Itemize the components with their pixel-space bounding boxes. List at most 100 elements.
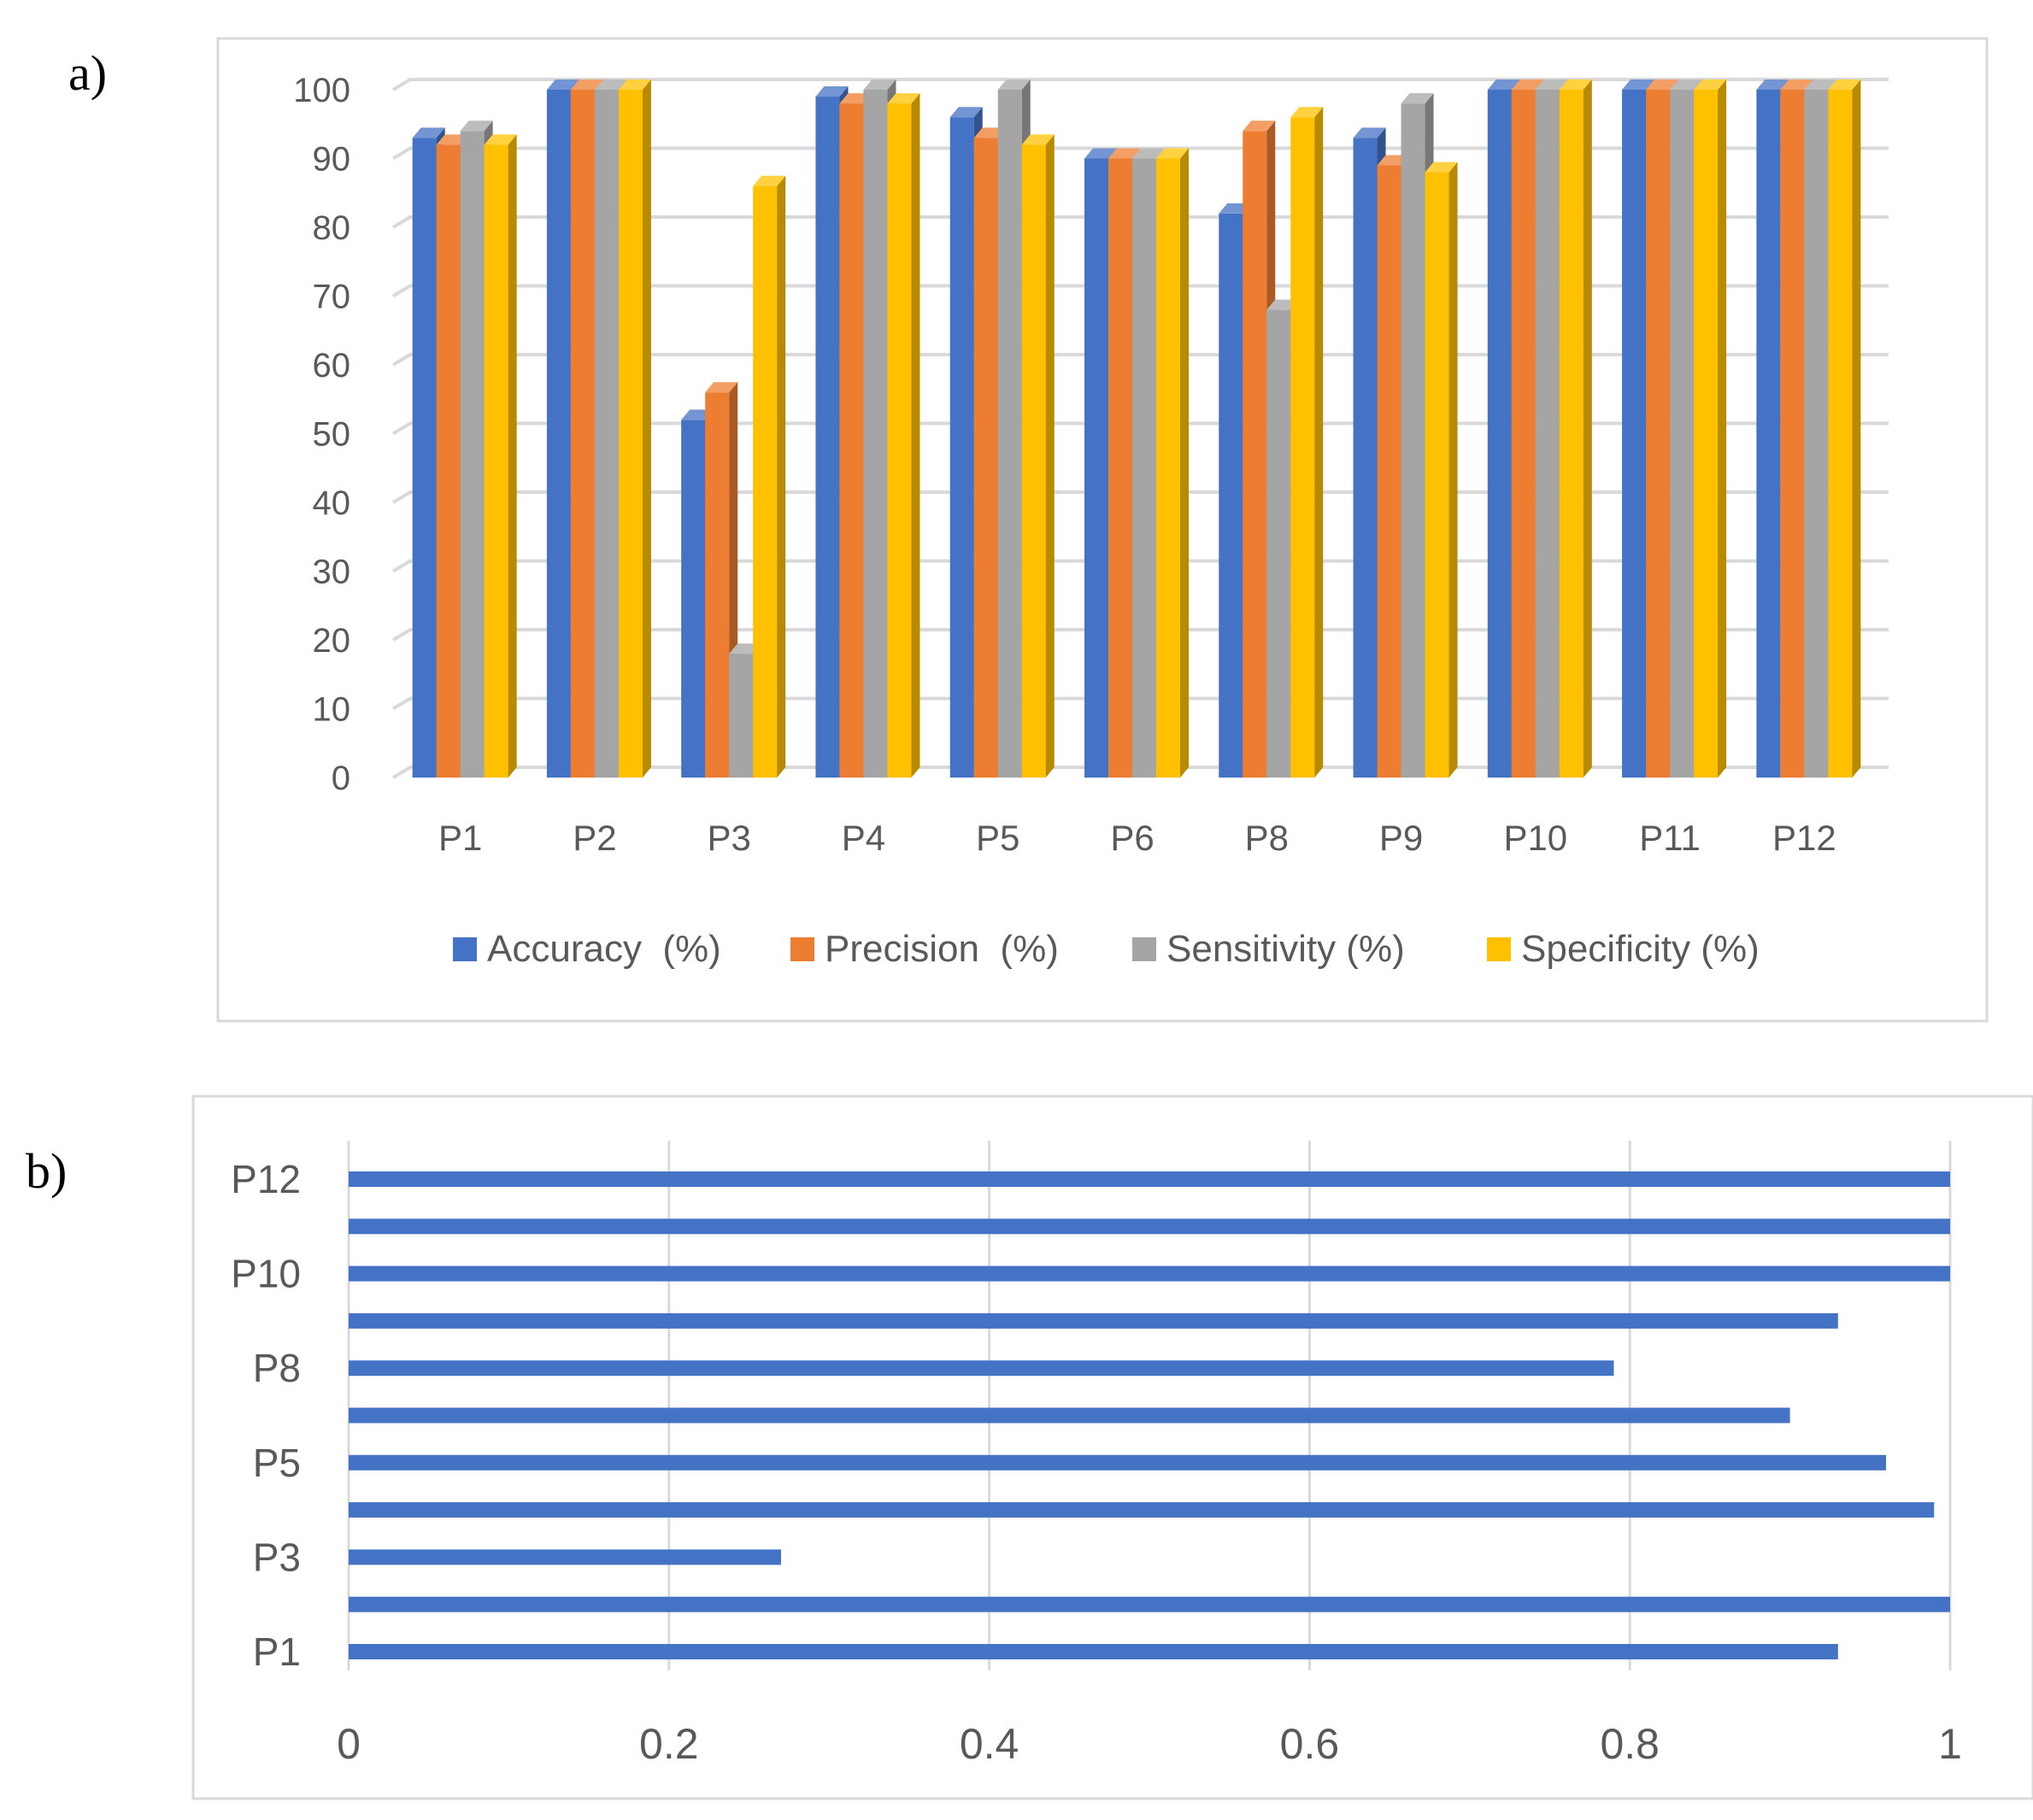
bar-front (1828, 90, 1853, 778)
bar-front (1670, 90, 1695, 778)
panel-a-x-tick-labels: P1 P2 P3 P4 P5 P6 P8 P9 P10 P11 P12 (438, 818, 1836, 858)
bar-P5 (349, 1454, 1887, 1471)
y-tick-label: 0 (332, 760, 350, 797)
bar-front (973, 138, 998, 778)
x-tick-label: P8 (1245, 818, 1289, 858)
panel-a-y-tick-labels: 0 10 20 30 40 50 60 70 80 90 100 (293, 72, 350, 797)
y-tick-label: P5 (253, 1441, 301, 1485)
bar-top (1828, 79, 1861, 90)
bar-specificity-P10 (1559, 79, 1592, 778)
bar-front (1266, 309, 1291, 778)
y-tick-label: P10 (231, 1252, 301, 1296)
legend-item-specificity: Specificity (%) (1487, 928, 1760, 970)
x-tick-label: 0 (337, 1720, 361, 1768)
bar-P12 (349, 1171, 1950, 1187)
gridline (391, 78, 1889, 91)
x-tick-label: 0.8 (1600, 1720, 1660, 1768)
bar-front (949, 117, 974, 778)
y-tick-label: 20 (313, 622, 351, 660)
legend-swatch (790, 937, 814, 961)
bar-top (1290, 107, 1324, 118)
bar-side (642, 79, 651, 778)
legend-label: Sensitivity (%) (1166, 928, 1405, 970)
bar-side (911, 93, 920, 778)
bar-P3 (349, 1549, 781, 1565)
x-tick-label: P6 (1110, 818, 1154, 858)
bar-side (1448, 161, 1458, 778)
y-tick-label: 70 (313, 279, 351, 316)
bar-front (1021, 144, 1046, 778)
panel-b: b) P1 P3 P5 P8 P10 P12 0 0.2 0.4 0.6 0.8 1 (26, 1095, 2033, 1800)
y-tick-label: P1 (253, 1629, 301, 1674)
bar-front (1108, 158, 1132, 778)
y-tick-label: 50 (313, 416, 351, 454)
bar-top (1535, 79, 1568, 90)
legend-label: Accuracy (%) (487, 928, 721, 970)
panel-b-y-tick-labels: P1 P3 P5 P8 P10 P12 (231, 1157, 301, 1674)
bar-top (1622, 79, 1655, 90)
bar-front (484, 144, 508, 778)
bar-side (1180, 148, 1189, 778)
legend-swatch (1487, 937, 1511, 961)
bar-front (1425, 172, 1449, 778)
legend-label: Specificity (%) (1521, 928, 1760, 970)
bar-sensitivity-P9 (1401, 93, 1434, 778)
legend-item-accuracy: Accuracy (%) (453, 928, 721, 970)
bar-top (949, 107, 983, 118)
bar-front (412, 138, 437, 778)
bar-front (436, 144, 461, 778)
x-tick-label: 0.4 (960, 1720, 1019, 1768)
bar-side (1718, 79, 1727, 778)
legend-label: Precision (%) (825, 928, 1059, 970)
bar-top (484, 134, 517, 145)
legend-swatch (453, 937, 477, 961)
bar-front (570, 90, 595, 778)
bar-front (1243, 131, 1267, 778)
bar-top (460, 120, 493, 132)
bar-front (1487, 90, 1512, 778)
bar-top (1425, 161, 1458, 173)
x-tick-label: P2 (573, 818, 616, 858)
legend-item-sensitivity: Sensitivity (%) (1132, 928, 1405, 970)
gridline (391, 146, 1889, 161)
bar-top (412, 127, 445, 138)
bar-top (1511, 79, 1544, 90)
x-tick-label: P11 (1639, 818, 1701, 858)
bar-top (1804, 79, 1837, 90)
bar-front (729, 654, 754, 778)
bar-P10 (349, 1265, 1950, 1282)
bar-top (1108, 148, 1141, 159)
panel-b-frame (191, 1095, 2033, 1800)
x-tick-label: 1 (1938, 1720, 1962, 1768)
bar-front (1401, 103, 1425, 778)
bar-side (777, 175, 786, 778)
y-tick-label: 100 (293, 72, 350, 109)
x-tick-label: P9 (1379, 818, 1423, 858)
bar-front (1535, 90, 1560, 778)
bar-P9 (349, 1312, 1838, 1329)
x-tick-label: P10 (1503, 818, 1567, 858)
legend-item-precision: Precision (%) (790, 928, 1059, 970)
bar-front (1084, 158, 1108, 778)
bar-top (1487, 79, 1520, 90)
y-tick-label: 80 (313, 209, 351, 247)
bar-front (1756, 90, 1781, 778)
x-tick-label: P5 (976, 818, 1019, 858)
bar-specificity-P8 (1290, 107, 1324, 778)
bar-front (839, 103, 864, 778)
bar-top (594, 79, 627, 90)
x-tick-label: P4 (842, 818, 885, 858)
bar-P4 (349, 1502, 1935, 1518)
bar-front (997, 90, 1022, 778)
bar-front (1559, 90, 1584, 778)
panel-a-label: a) (68, 45, 107, 101)
bar-specificity-P6 (1156, 148, 1189, 778)
bar-front (1353, 138, 1378, 778)
legend-swatch (1132, 937, 1156, 961)
x-tick-label: P3 (707, 818, 750, 858)
bar-top (1694, 79, 1727, 90)
bar-front (705, 392, 730, 778)
y-tick-label: 30 (313, 554, 351, 591)
panel-b-x-tick-labels: 0 0.2 0.4 0.6 0.8 1 (337, 1720, 1962, 1768)
